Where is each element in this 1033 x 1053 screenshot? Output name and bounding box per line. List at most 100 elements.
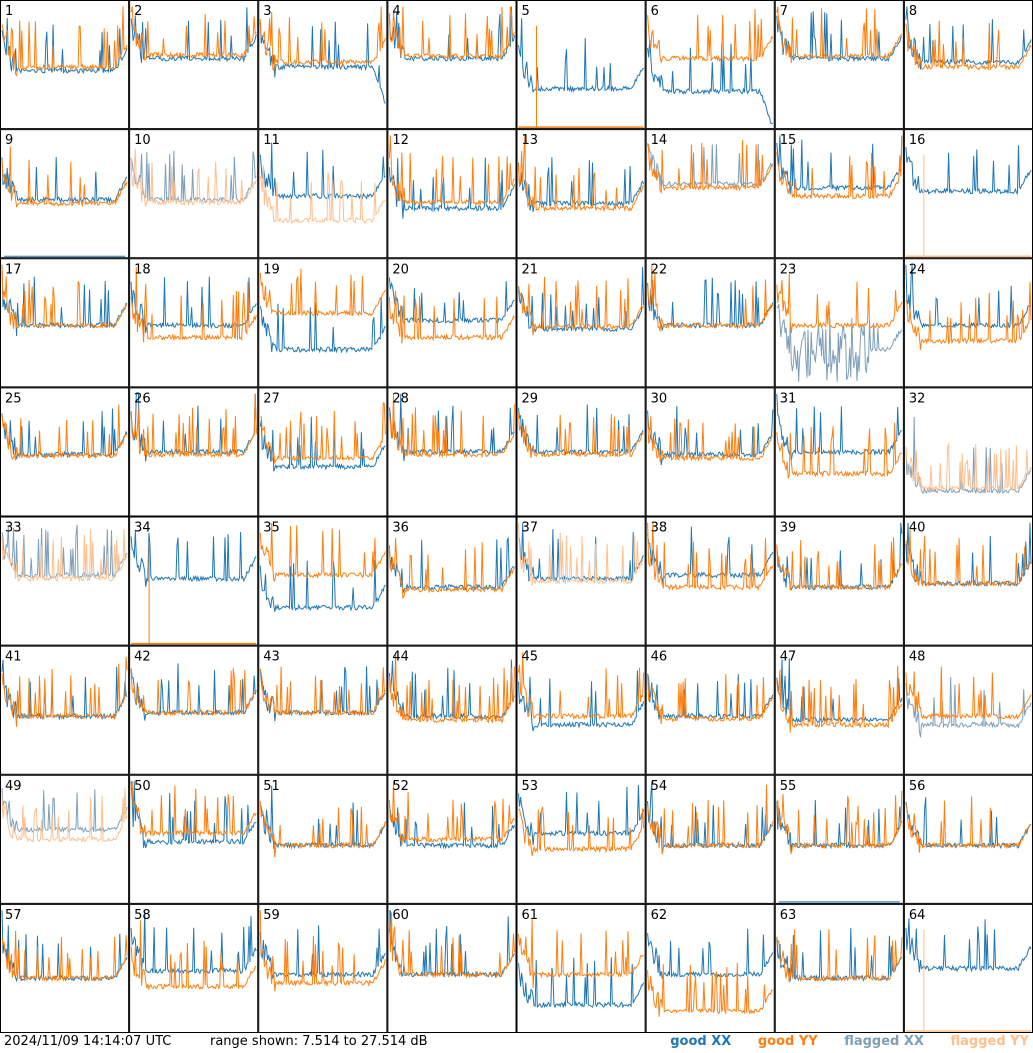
yy-trace — [130, 6, 257, 61]
panel-label: 41 — [5, 650, 22, 665]
panel-37: 37 — [516, 516, 646, 646]
panel-frame — [258, 258, 388, 388]
panel-label: 14 — [651, 133, 668, 148]
yy-trace — [130, 393, 257, 459]
panel-frame — [0, 516, 130, 646]
panel-21: 21 — [516, 258, 646, 388]
legend-flagged-yy: flagged YY — [950, 1034, 1029, 1049]
yy-trace — [388, 781, 515, 845]
panel-27: 27 — [258, 387, 388, 517]
panel-55: 55 — [774, 774, 904, 904]
panel-22: 22 — [645, 258, 775, 388]
panel-label: 24 — [909, 262, 926, 277]
panel-label: 61 — [522, 908, 539, 923]
panel-label: 9 — [5, 133, 13, 148]
yy-trace — [518, 412, 644, 458]
yy-trace — [776, 6, 903, 64]
panel-35: 35 — [258, 516, 388, 646]
xx-trace — [776, 135, 903, 195]
panel-label: 53 — [522, 779, 539, 794]
panel-label: 46 — [651, 650, 668, 665]
yy-trace — [1, 146, 128, 208]
panel-7: 7 — [774, 0, 904, 130]
panel-label: 36 — [392, 521, 409, 536]
panel-label: 40 — [909, 521, 926, 536]
panel-label: 26 — [134, 391, 151, 406]
panel-19: 19 — [258, 258, 388, 388]
panel-41: 41 — [0, 645, 130, 775]
yy-trace — [1, 656, 128, 727]
panel-33: 33 — [0, 516, 130, 646]
range-label: range shown: 7.514 to 27.514 dB — [210, 1034, 428, 1049]
panel-label: 12 — [392, 133, 409, 148]
panel-label: 58 — [134, 908, 151, 923]
panel-32: 32 — [903, 387, 1033, 517]
panel-frame — [645, 774, 775, 904]
panel-frame — [387, 516, 517, 646]
panel-frame — [645, 129, 775, 259]
legend-flagged-xx: flagged XX — [844, 1034, 924, 1049]
panel-frame — [774, 258, 904, 388]
panel-label: 18 — [134, 262, 151, 277]
panel-label: 21 — [522, 262, 539, 277]
xx-trace — [388, 802, 515, 850]
panel-6: 6 — [645, 0, 775, 130]
panel-frame — [645, 645, 775, 775]
panel-frame — [0, 903, 130, 1033]
panel-54: 54 — [645, 774, 775, 904]
panel-9: 9 — [0, 129, 130, 259]
yy-trace — [647, 784, 774, 855]
panel-frame — [258, 0, 388, 130]
panel-5: 5 — [516, 0, 646, 130]
legend-good-xx: good XX — [670, 1034, 732, 1049]
yy-trace — [647, 264, 774, 332]
panel-3: 3 — [258, 0, 388, 130]
panel-18: 18 — [129, 258, 259, 388]
panel-frame — [258, 129, 388, 259]
panel-12: 12 — [387, 129, 517, 259]
xx-trace — [905, 6, 1032, 70]
panel-frame — [774, 0, 904, 130]
yy-trace — [388, 290, 515, 344]
xx-trace — [259, 416, 386, 472]
yy-trace — [1, 404, 128, 461]
yy-trace — [1, 264, 128, 330]
panel-51: 51 — [258, 774, 388, 904]
panel-label: 8 — [909, 4, 917, 19]
panel-23: 23 — [774, 258, 904, 388]
yy-trace — [776, 929, 903, 983]
panel-label: 25 — [5, 391, 22, 406]
panel-frame — [774, 903, 904, 1033]
panel-28: 28 — [387, 387, 517, 517]
yy-trace — [647, 962, 774, 1017]
panel-36: 36 — [387, 516, 517, 646]
panel-label: 10 — [134, 133, 151, 148]
panel-24: 24 — [903, 258, 1033, 388]
xx-trace — [647, 781, 774, 854]
yy-trace — [259, 522, 386, 582]
panel-10: 10 — [129, 129, 259, 259]
xx-trace — [259, 142, 386, 201]
panel-44: 44 — [387, 645, 517, 775]
xx-trace — [388, 6, 515, 62]
yy-trace — [776, 665, 903, 733]
xx-trace — [647, 673, 774, 720]
yy-trace — [1, 529, 128, 583]
xx-trace — [905, 264, 1032, 330]
panel-label: 15 — [780, 133, 797, 148]
panel-label: 2 — [134, 4, 142, 19]
panel-label: 60 — [392, 908, 409, 923]
yy-trace — [259, 165, 386, 224]
yy-trace — [259, 910, 386, 992]
panel-label: 50 — [134, 779, 151, 794]
xx-trace — [518, 18, 644, 94]
panel-53: 53 — [516, 774, 646, 904]
yy-trace — [259, 801, 386, 858]
panel-16: 16 — [903, 129, 1033, 259]
panel-14: 14 — [645, 129, 775, 259]
xx-trace — [647, 928, 774, 980]
xx-trace — [130, 530, 257, 587]
panel-26: 26 — [129, 387, 259, 517]
yy-trace — [388, 537, 515, 600]
panel-1: 1 — [0, 0, 130, 130]
